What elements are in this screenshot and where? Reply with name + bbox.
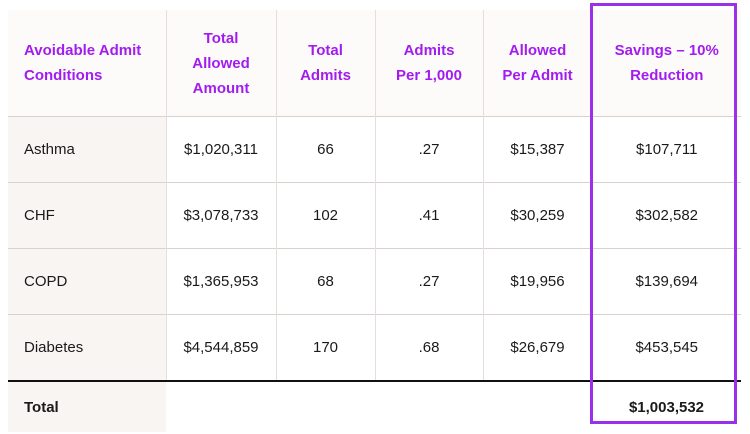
- header-row: Avoidable Admit Conditions Total Allowed…: [8, 10, 741, 117]
- total-admits-cell: 66: [275, 116, 375, 183]
- header-allowed-per-line-1: Allowed: [508, 42, 567, 59]
- total-admits-cell: 170: [275, 314, 375, 381]
- condition-cell: CHF: [8, 182, 166, 249]
- condition-cell: COPD: [8, 248, 166, 315]
- allowed-per-admit-cell: $15,387: [482, 116, 592, 183]
- savings-cell: $302,582: [591, 182, 741, 249]
- header-conditions: Avoidable Admit Conditions: [8, 10, 166, 117]
- total-blank-cell: [166, 380, 276, 432]
- header-total-allowed-line-2: Allowed: [192, 54, 250, 72]
- savings-table: Avoidable Admit Conditions Total Allowed…: [8, 10, 741, 432]
- header-savings-line-2: Reduction: [630, 67, 704, 84]
- total-allowed-cell: $1,365,953: [165, 248, 276, 315]
- allowed-per-admit-cell: $19,956: [482, 248, 592, 315]
- admits-per-1000-cell: .27: [374, 248, 483, 315]
- total-blank-cell: [276, 380, 375, 432]
- total-row: Total $1,003,532: [8, 380, 741, 432]
- allowed-per-admit-cell: $30,259: [482, 182, 592, 249]
- header-total-admits-line-2: Admits: [300, 67, 351, 84]
- header-total-allowed-line-1: Total: [203, 29, 239, 47]
- admits-per-1000-cell: .68: [374, 314, 483, 381]
- total-blank-cell: [375, 380, 483, 432]
- header-allowed-per-admit: Allowed Per Admit: [482, 10, 592, 117]
- admits-per-1000-cell: .41: [374, 182, 483, 249]
- total-admits-cell: 102: [275, 182, 375, 249]
- total-admits-cell: 68: [275, 248, 375, 315]
- total-allowed-cell: $3,078,733: [165, 182, 276, 249]
- table-row: COPD $1,365,953 68 .27 $19,956 $139,694: [8, 248, 741, 315]
- admits-per-1000-cell: .27: [374, 116, 483, 183]
- total-blank-cell: [483, 380, 592, 432]
- total-allowed-cell: $1,020,311: [165, 116, 276, 183]
- savings-cell: $107,711: [591, 116, 741, 183]
- condition-cell: Asthma: [8, 116, 166, 183]
- total-label: Total: [8, 380, 166, 432]
- header-conditions-line-1: Avoidable Admit: [24, 42, 142, 59]
- condition-cell: Diabetes: [8, 314, 166, 381]
- header-total-allowed-line-3: Amount: [192, 79, 250, 97]
- header-total-allowed-amount: Total Allowed Amount: [165, 10, 276, 117]
- header-savings-line-1: Savings – 10%: [614, 42, 719, 59]
- header-admits-per-1000: Admits Per 1,000: [374, 10, 483, 117]
- header-total-admits-line-1: Total: [308, 42, 343, 59]
- header-total-admits: Total Admits: [275, 10, 375, 117]
- savings-cell: $453,545: [591, 314, 741, 381]
- total-allowed-cell: $4,544,859: [165, 314, 276, 381]
- header-admits-per-line-2: Per 1,000: [396, 67, 462, 84]
- header-savings: Savings – 10% Reduction: [591, 10, 741, 117]
- header-conditions-line-2: Conditions: [24, 67, 103, 84]
- header-allowed-per-line-2: Per Admit: [502, 67, 573, 84]
- table-row: Diabetes $4,544,859 170 .68 $26,679 $453…: [8, 314, 741, 381]
- total-savings-value: $1,003,532: [592, 380, 741, 432]
- table-row: Asthma $1,020,311 66 .27 $15,387 $107,71…: [8, 116, 741, 183]
- table-row: CHF $3,078,733 102 .41 $30,259 $302,582: [8, 182, 741, 249]
- allowed-per-admit-cell: $26,679: [482, 314, 592, 381]
- header-admits-per-line-1: Admits: [403, 42, 455, 59]
- savings-cell: $139,694: [591, 248, 741, 315]
